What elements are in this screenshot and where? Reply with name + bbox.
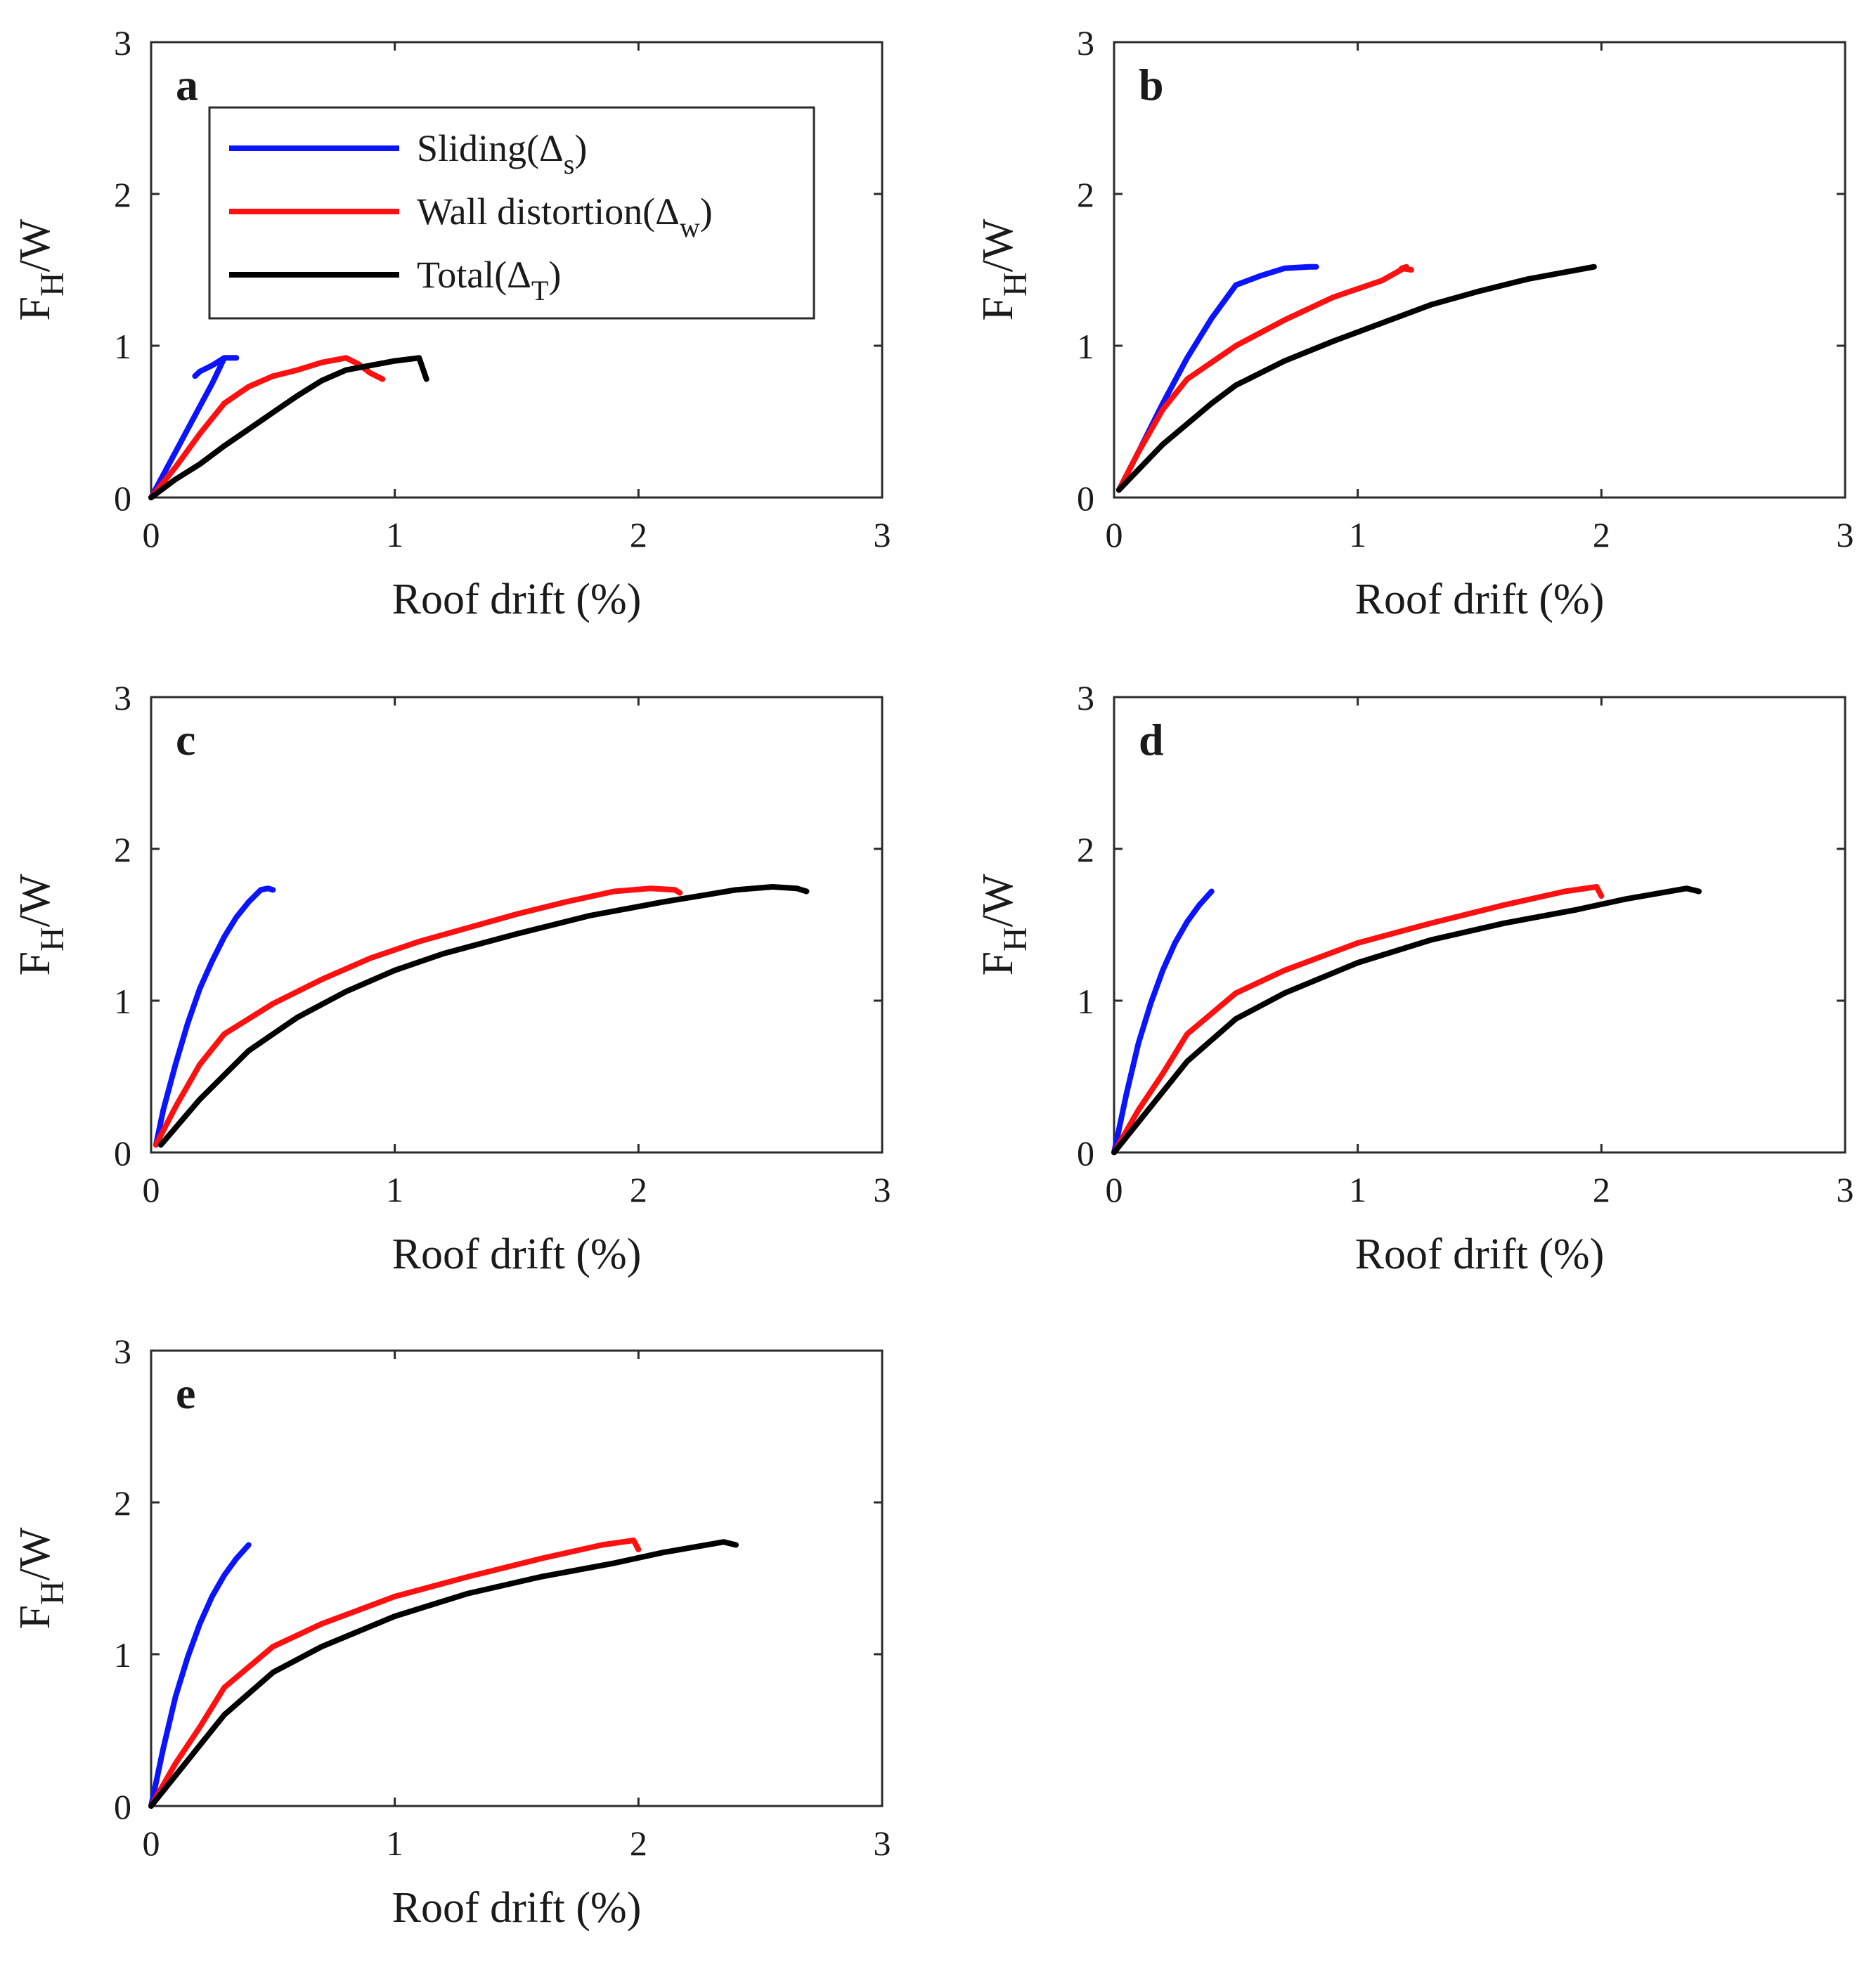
x-axis-title: Roof drift (%) — [392, 1230, 642, 1278]
y-axis-title-tail: /W — [974, 873, 1022, 927]
y-tick-label: 2 — [114, 1483, 131, 1523]
y-tick-label: 1 — [114, 327, 131, 366]
series-total — [1111, 885, 1702, 1155]
y-axis-title-tail: /W — [11, 873, 59, 927]
y-tick-label: 3 — [1077, 23, 1094, 63]
panel-letter: a — [176, 60, 198, 110]
x-tick-label: 1 — [386, 515, 403, 554]
y-axis-title-sub: H — [997, 272, 1034, 297]
series-total — [148, 355, 429, 500]
y-axis-title-main: F — [11, 951, 59, 975]
x-axis-title: Roof drift (%) — [1355, 576, 1605, 623]
x-axis-title: Roof drift (%) — [392, 1884, 642, 1932]
y-axis-title: FH/W — [974, 219, 1034, 320]
y-tick-label: 2 — [114, 830, 131, 869]
series-sliding — [153, 885, 276, 1148]
y-axis-title-tail: /W — [974, 219, 1022, 272]
y-axis-title: FH/W — [11, 1527, 71, 1629]
series-sliding — [1111, 888, 1215, 1155]
y-tick-label: 0 — [1077, 1133, 1094, 1173]
y-axis-title: FH/W — [974, 873, 1034, 975]
y-axis-title-sub: H — [997, 927, 1034, 951]
y-axis-title: FH/W — [11, 873, 71, 975]
x-tick-label: 3 — [1837, 515, 1854, 554]
legend-label: Wall distortion(Δw) — [417, 190, 713, 243]
series-wall-distortion — [1111, 884, 1605, 1155]
series-total — [148, 1539, 739, 1809]
y-axis-title-main: F — [974, 951, 1022, 975]
legend: Sliding(Δs) Wall distortion(Δw) Total(ΔT) — [208, 106, 815, 320]
y-axis-title-sub: H — [34, 927, 71, 951]
y-tick-label: 3 — [114, 1332, 131, 1371]
x-tick-label: 1 — [386, 1824, 403, 1863]
x-tick-label: 1 — [1349, 1170, 1366, 1209]
series-sliding — [148, 1542, 252, 1809]
x-tick-label: 3 — [1837, 1170, 1854, 1209]
x-tick-label: 1 — [1349, 515, 1366, 554]
y-tick-label: 0 — [114, 1787, 131, 1826]
panel-d: 0 1 2 3 0 1 2 3 Roof drift (%) FH/W d — [974, 678, 1854, 1278]
plot-frame — [150, 1349, 884, 1807]
panel-c: 0 1 2 3 0 1 2 3 Roof drift (%) FH/W c — [11, 678, 891, 1278]
plot-frame — [150, 41, 884, 499]
y-tick-label: 1 — [1077, 327, 1094, 366]
panel-a: 0 1 2 3 0 1 2 3 Roof drift (%) FH/W a — [11, 23, 891, 623]
x-tick-label: 1 — [386, 1170, 403, 1209]
panel-letter: e — [176, 1368, 195, 1418]
series-wall-distortion — [1115, 264, 1414, 493]
x-tick-label: 3 — [874, 1824, 891, 1863]
x-axis-title: Roof drift (%) — [1355, 1230, 1605, 1278]
y-tick-label: 1 — [114, 1635, 131, 1675]
y-tick-label: 0 — [114, 479, 131, 518]
x-tick-label: 3 — [874, 1170, 891, 1209]
x-tick-label: 3 — [874, 515, 891, 554]
legend-label: Total(ΔT) — [417, 254, 561, 306]
y-tick-label: 3 — [1077, 678, 1094, 717]
x-tick-label: 0 — [1106, 515, 1123, 554]
y-axis-title-sub: H — [34, 272, 71, 297]
panel-letter: c — [176, 715, 195, 765]
panel-letter: d — [1139, 715, 1164, 765]
plot-frame — [1113, 696, 1846, 1154]
panel-letter: b — [1139, 60, 1164, 110]
series-wall-distortion — [153, 885, 683, 1148]
y-axis-title-main: F — [974, 297, 1022, 320]
x-tick-label: 0 — [143, 515, 160, 554]
series-total — [1115, 264, 1597, 493]
y-tick-label: 3 — [114, 678, 131, 717]
series-sliding — [148, 355, 240, 500]
series-wall-distortion — [148, 1538, 642, 1809]
x-tick-label: 2 — [1593, 1170, 1610, 1209]
y-axis-title-tail: /W — [11, 1527, 59, 1580]
y-tick-label: 1 — [1077, 982, 1094, 1021]
y-tick-label: 3 — [114, 23, 131, 63]
y-axis-title-main: F — [11, 297, 59, 320]
legend-label: Sliding(Δs) — [417, 127, 587, 180]
y-tick-label: 1 — [114, 982, 131, 1021]
x-tick-label: 0 — [143, 1824, 160, 1863]
x-tick-label: 2 — [630, 1824, 647, 1863]
y-tick-label: 0 — [1077, 479, 1094, 518]
y-tick-label: 2 — [114, 175, 131, 214]
plot-frame — [1113, 41, 1846, 499]
y-axis-title: FH/W — [11, 219, 71, 320]
y-tick-label: 2 — [1077, 175, 1094, 214]
x-tick-label: 0 — [1106, 1170, 1123, 1209]
x-tick-label: 2 — [630, 1170, 647, 1209]
plot-frame — [150, 696, 884, 1154]
panel-e: 0 1 2 3 0 1 2 3 Roof drift (%) FH/W e — [11, 1332, 891, 1932]
y-axis-title-sub: H — [34, 1580, 71, 1605]
x-axis-title: Roof drift (%) — [392, 576, 642, 623]
x-tick-label: 2 — [630, 515, 647, 554]
y-axis-title-main: F — [11, 1605, 59, 1629]
y-tick-label: 0 — [114, 1133, 131, 1173]
x-tick-label: 0 — [143, 1170, 160, 1209]
x-tick-label: 2 — [1593, 515, 1610, 554]
y-axis-title-tail: /W — [11, 219, 59, 272]
y-tick-label: 2 — [1077, 830, 1094, 869]
series-total — [157, 884, 810, 1148]
panel-b: 0 1 2 3 0 1 2 3 Roof drift (%) FH/W b — [974, 23, 1854, 623]
